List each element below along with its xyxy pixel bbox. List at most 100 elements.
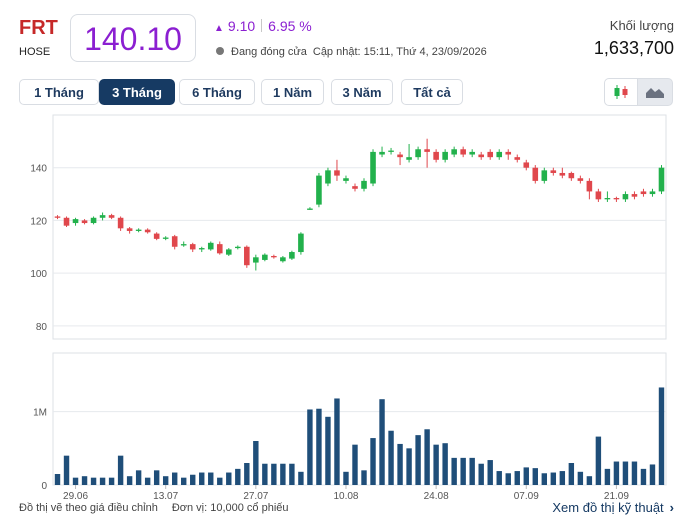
candle-body — [325, 170, 331, 184]
candle-body — [559, 172, 566, 176]
change-percent: 6.95 % — [268, 18, 312, 34]
volume-bar — [442, 443, 448, 485]
volume-bar — [63, 455, 70, 485]
volume-bar — [181, 477, 187, 485]
area-chart-icon — [646, 88, 664, 98]
candle-body — [433, 151, 439, 160]
exchange-label: HOSE — [19, 46, 51, 58]
tab-3-years[interactable]: 3 Năm — [331, 79, 393, 105]
ticker-symbol: FRT — [19, 17, 58, 39]
candle-body — [496, 151, 503, 158]
volume-bar — [280, 463, 286, 485]
candle-body — [244, 246, 250, 266]
candle — [577, 175, 584, 184]
tab-1-year[interactable]: 1 Năm — [261, 79, 324, 105]
candle — [144, 228, 151, 234]
tab-all[interactable]: Tất cả — [401, 79, 463, 105]
volume-bar — [424, 429, 430, 485]
status-text: Đang đóng cửa — [231, 46, 307, 58]
candle-body — [523, 162, 530, 168]
price-tick-label: 120 — [30, 216, 47, 227]
volume-bar — [397, 443, 403, 485]
candle-body — [289, 252, 295, 259]
candle-body — [307, 208, 313, 210]
candle-body — [379, 151, 385, 155]
volume-bar — [289, 463, 295, 485]
candle-body — [253, 257, 259, 263]
volume-bar — [541, 473, 548, 485]
candle — [496, 149, 503, 160]
candle — [298, 232, 304, 255]
candle — [622, 191, 629, 202]
candle-body — [207, 242, 214, 250]
date-tick-label: 13.07 — [153, 491, 178, 502]
candle-body — [271, 255, 277, 258]
candle — [108, 213, 115, 220]
candle-body — [631, 194, 638, 197]
volume-bars — [54, 387, 665, 485]
tab-1-month[interactable]: 1 Tháng — [19, 79, 99, 105]
candle — [135, 228, 142, 233]
volume-bar — [388, 430, 394, 485]
candle-body — [162, 237, 169, 239]
volume-bar — [316, 408, 322, 485]
technical-chart-link[interactable]: Xem đồ thị kỹ thuật › — [552, 500, 674, 515]
volume-bar — [334, 398, 340, 485]
candle — [289, 250, 295, 260]
candle-body — [469, 151, 475, 155]
candle-body — [451, 149, 457, 155]
candle — [451, 146, 457, 158]
candle-body — [334, 170, 340, 176]
volume-bar — [144, 477, 151, 485]
candle — [505, 149, 512, 160]
tab-6-months[interactable]: 6 Tháng — [179, 79, 255, 105]
volume-bar — [505, 473, 511, 485]
candle — [117, 216, 124, 231]
candle-body — [505, 151, 512, 155]
volume-bar — [262, 463, 268, 485]
candle-body — [514, 157, 521, 160]
candle-body — [550, 170, 557, 173]
candle-body — [406, 157, 412, 160]
volume-bar — [370, 438, 376, 485]
candle — [72, 217, 79, 226]
unit-note: Đơn vị: 10,000 cổ phiếu — [171, 502, 289, 514]
volume-bar — [126, 476, 133, 485]
volume-bar — [99, 477, 106, 485]
volume-bar — [496, 471, 502, 485]
volume-bar — [208, 472, 214, 485]
candle — [90, 216, 97, 225]
price-tick-label: 100 — [30, 269, 47, 280]
volume-value: 1,633,700 — [593, 38, 674, 58]
updated-time: Cập nhật: 15:11, Thứ 4, 23/09/2026 — [312, 46, 487, 58]
volume-bar — [568, 463, 575, 485]
candle-body — [117, 217, 124, 229]
candle-body — [487, 151, 494, 158]
candle — [153, 232, 160, 241]
volume-bar — [613, 461, 620, 485]
date-tick-label: 29.06 — [63, 491, 88, 502]
candle-body — [171, 236, 178, 247]
volume-bar — [361, 470, 367, 485]
candle-body — [343, 178, 349, 181]
volume-bar — [153, 470, 160, 485]
candle-body — [586, 180, 593, 192]
candle — [271, 254, 277, 259]
volume-bar — [343, 471, 349, 485]
volume-bar — [81, 476, 88, 485]
volume-bar — [451, 457, 457, 485]
volume-bar — [352, 444, 358, 485]
candle-body — [649, 191, 656, 195]
candle — [162, 236, 169, 241]
volume-bar — [117, 455, 124, 485]
candle-body — [198, 248, 205, 250]
volume-bar — [199, 472, 205, 485]
volume-bar — [108, 477, 115, 485]
volume-bar — [244, 463, 250, 485]
candle-body — [415, 149, 421, 158]
volume-bar — [595, 436, 602, 485]
candle-body — [153, 233, 160, 239]
candle-body — [54, 216, 61, 218]
area-chart-button[interactable] — [637, 78, 673, 106]
tab-3-months[interactable]: 3 Tháng — [99, 79, 175, 105]
